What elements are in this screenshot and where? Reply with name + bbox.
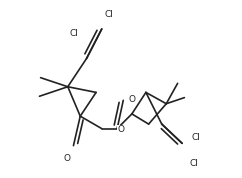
- Text: Cl: Cl: [69, 29, 78, 38]
- Text: O: O: [64, 154, 71, 163]
- Text: O: O: [128, 95, 135, 104]
- Text: Cl: Cl: [191, 133, 200, 142]
- Text: Cl: Cl: [189, 159, 198, 168]
- Text: Cl: Cl: [104, 10, 113, 19]
- Text: O: O: [118, 125, 124, 134]
